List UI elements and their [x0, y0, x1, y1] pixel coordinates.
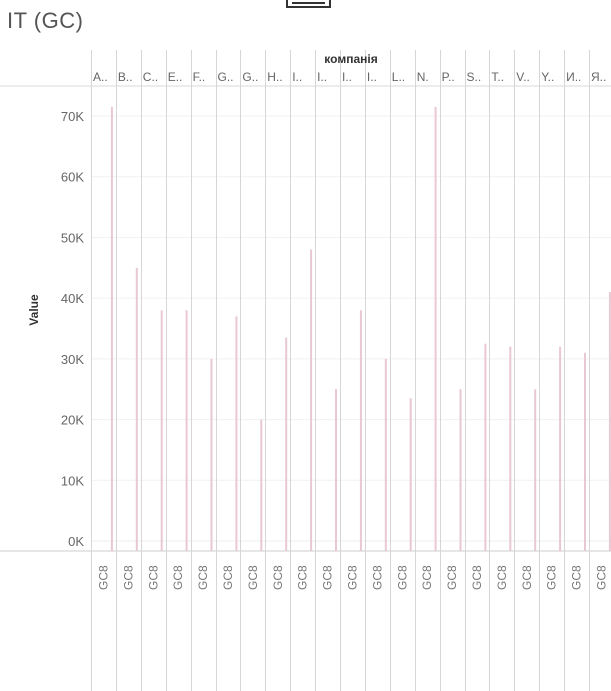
y-tick-label: 70K	[61, 109, 84, 124]
category-label: GC8	[321, 565, 335, 590]
category-label: GC8	[296, 565, 310, 590]
y-tick-label: 50K	[61, 230, 84, 245]
category-label: GC8	[545, 565, 559, 590]
column-label[interactable]: I..	[367, 70, 377, 84]
category-label: GC8	[196, 565, 210, 590]
bar[interactable]	[608, 292, 611, 551]
category-label: GC8	[495, 565, 509, 590]
category-label: GC8	[594, 565, 608, 590]
category-label: GC8	[345, 565, 359, 590]
column-label[interactable]: G..	[218, 70, 234, 84]
bar[interactable]	[484, 343, 487, 551]
category-label: GC8	[171, 565, 185, 590]
column-label[interactable]: E..	[168, 70, 183, 84]
category-label: GC8	[246, 565, 260, 590]
column-label[interactable]: S..	[467, 70, 482, 84]
bar[interactable]	[459, 389, 462, 551]
sheet-title: IT (GC)	[7, 8, 84, 33]
column-label[interactable]: I..	[317, 70, 327, 84]
bar[interactable]	[409, 398, 412, 551]
column-label[interactable]: I..	[342, 70, 352, 84]
y-tick-label: 30K	[61, 352, 84, 367]
category-label: GC8	[395, 565, 409, 590]
column-label[interactable]: H..	[267, 70, 282, 84]
column-label[interactable]: N.	[417, 70, 429, 84]
column-label[interactable]: A..	[93, 70, 108, 84]
category-label: GC8	[121, 565, 135, 590]
column-label[interactable]: I..	[292, 70, 302, 84]
category-label: GC8	[96, 565, 110, 590]
category-label: GC8	[520, 565, 534, 590]
bar[interactable]	[135, 267, 138, 551]
text-layer: компанія Value 0K 10K 20K 30K 40K 50K 60K 70K A.. G…	[27, 52, 608, 590]
bar[interactable]	[160, 310, 163, 551]
grid-layer	[0, 50, 611, 691]
y-tick-label: 10K	[61, 473, 84, 488]
category-label: GC8	[470, 565, 484, 590]
y-tick-label: 60K	[61, 170, 84, 185]
column-label[interactable]: B..	[118, 70, 133, 84]
bar[interactable]	[384, 358, 387, 551]
column-label[interactable]: G..	[242, 70, 258, 84]
category-label: GC8	[271, 565, 285, 590]
y-axis-title: Value	[27, 294, 41, 326]
bar[interactable]	[559, 346, 562, 551]
category-label: GC8	[146, 565, 160, 590]
bar[interactable]	[359, 310, 362, 551]
bar[interactable]	[434, 106, 437, 552]
column-label[interactable]: И..	[566, 70, 581, 84]
y-tick-label: 20K	[61, 413, 84, 428]
column-header-title: компанія	[324, 52, 377, 66]
column-label[interactable]: C..	[143, 70, 158, 84]
bar[interactable]	[110, 106, 113, 552]
category-label: GC8	[370, 565, 384, 590]
category-label: GC8	[420, 565, 434, 590]
bar[interactable]	[310, 249, 313, 552]
y-tick-label: 0K	[68, 534, 84, 549]
tab-indicator-icon[interactable]	[286, 0, 331, 8]
bar[interactable]	[584, 352, 586, 551]
column-label[interactable]: P..	[442, 70, 455, 84]
y-tick-label: 40K	[61, 291, 84, 306]
column-label[interactable]: F..	[193, 70, 206, 84]
category-label: GC8	[570, 565, 584, 590]
category-label: GC8	[221, 565, 235, 590]
bar[interactable]	[185, 310, 188, 551]
bar[interactable]	[534, 389, 537, 551]
column-label[interactable]: V..	[516, 70, 530, 84]
column-label[interactable]: T..	[491, 70, 504, 84]
column-label[interactable]: Y..	[541, 70, 554, 84]
bar-layer	[110, 106, 611, 552]
bar[interactable]	[235, 316, 238, 551]
column-label[interactable]: Я..	[591, 70, 606, 84]
bar[interactable]	[285, 337, 288, 551]
bar[interactable]	[335, 389, 337, 551]
bar[interactable]	[509, 346, 512, 551]
column-label[interactable]: L..	[392, 70, 405, 84]
bar[interactable]	[260, 419, 263, 551]
bar[interactable]	[210, 358, 213, 551]
category-label: GC8	[445, 565, 459, 590]
